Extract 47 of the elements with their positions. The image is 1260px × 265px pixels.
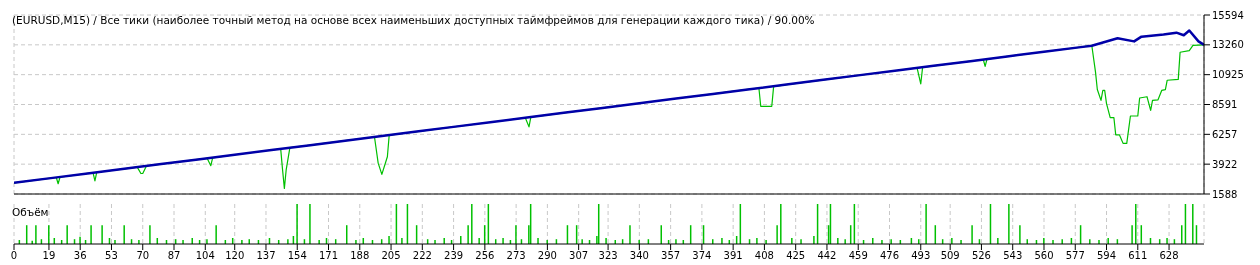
- y-tick-label: 13260: [1212, 39, 1244, 51]
- x-tick-label: 19: [42, 250, 56, 262]
- x-tick-label: 442: [817, 250, 837, 262]
- x-tick-label: 205: [381, 250, 401, 262]
- x-tick-label: 171: [318, 250, 339, 262]
- x-tick-label: 391: [723, 250, 743, 262]
- x-tick-label: 493: [911, 250, 931, 262]
- x-tick-label: 340: [629, 250, 649, 262]
- x-tick-label: 628: [1159, 250, 1179, 262]
- x-tick-label: 0: [10, 250, 18, 262]
- x-tick-label: 543: [1003, 250, 1023, 262]
- x-tick-label: 87: [167, 250, 181, 262]
- y-tick-label: 6257: [1212, 128, 1238, 140]
- x-tick-label: 425: [786, 250, 806, 262]
- y-tick-label: 1588: [1212, 188, 1238, 200]
- y-tick-label: 15594: [1212, 9, 1244, 21]
- x-tick-label: 273: [506, 250, 526, 262]
- x-tick-label: 53: [105, 250, 118, 262]
- x-tick-label: 560: [1034, 250, 1054, 262]
- x-tick-label: 509: [940, 250, 960, 262]
- chart-title: Объём: [12, 206, 49, 218]
- x-tick-label: 577: [1065, 250, 1085, 262]
- x-tick-label: 137: [256, 250, 276, 262]
- x-tick-label: 459: [848, 250, 868, 262]
- x-tick-label: 70: [136, 250, 150, 262]
- x-tick-label: 307: [569, 250, 589, 262]
- x-tick-label: 222: [412, 250, 432, 262]
- x-tick-label: 611: [1128, 250, 1148, 262]
- y-tick-label: 3922: [1212, 158, 1238, 170]
- x-tick-label: 256: [475, 250, 495, 262]
- x-tick-label: 239: [444, 250, 464, 262]
- x-tick-label: 290: [537, 250, 557, 262]
- x-tick-label: 476: [879, 250, 900, 262]
- x-tick-label: 36: [73, 250, 87, 262]
- x-tick-label: 374: [692, 250, 712, 262]
- chart-title: (EURUSD,M15) / Все тики (наиболее точный метод на основе всех наименьших доступных таймфреймов для генерации каждого тика) / 90.00%: [12, 14, 815, 26]
- x-tick-label: 188: [350, 250, 370, 262]
- x-tick-label: 357: [661, 250, 681, 262]
- x-tick-label: 154: [287, 250, 307, 262]
- x-tick-label: 104: [195, 250, 215, 262]
- y-tick-label: 10925: [1212, 69, 1244, 81]
- x-tick-label: 594: [1096, 250, 1117, 262]
- y-tick-label: 8591: [1212, 99, 1238, 111]
- x-tick-label: 323: [598, 250, 618, 262]
- x-tick-label: 526: [971, 250, 991, 262]
- x-tick-label: 120: [225, 250, 245, 262]
- x-tick-label: 408: [754, 250, 774, 262]
